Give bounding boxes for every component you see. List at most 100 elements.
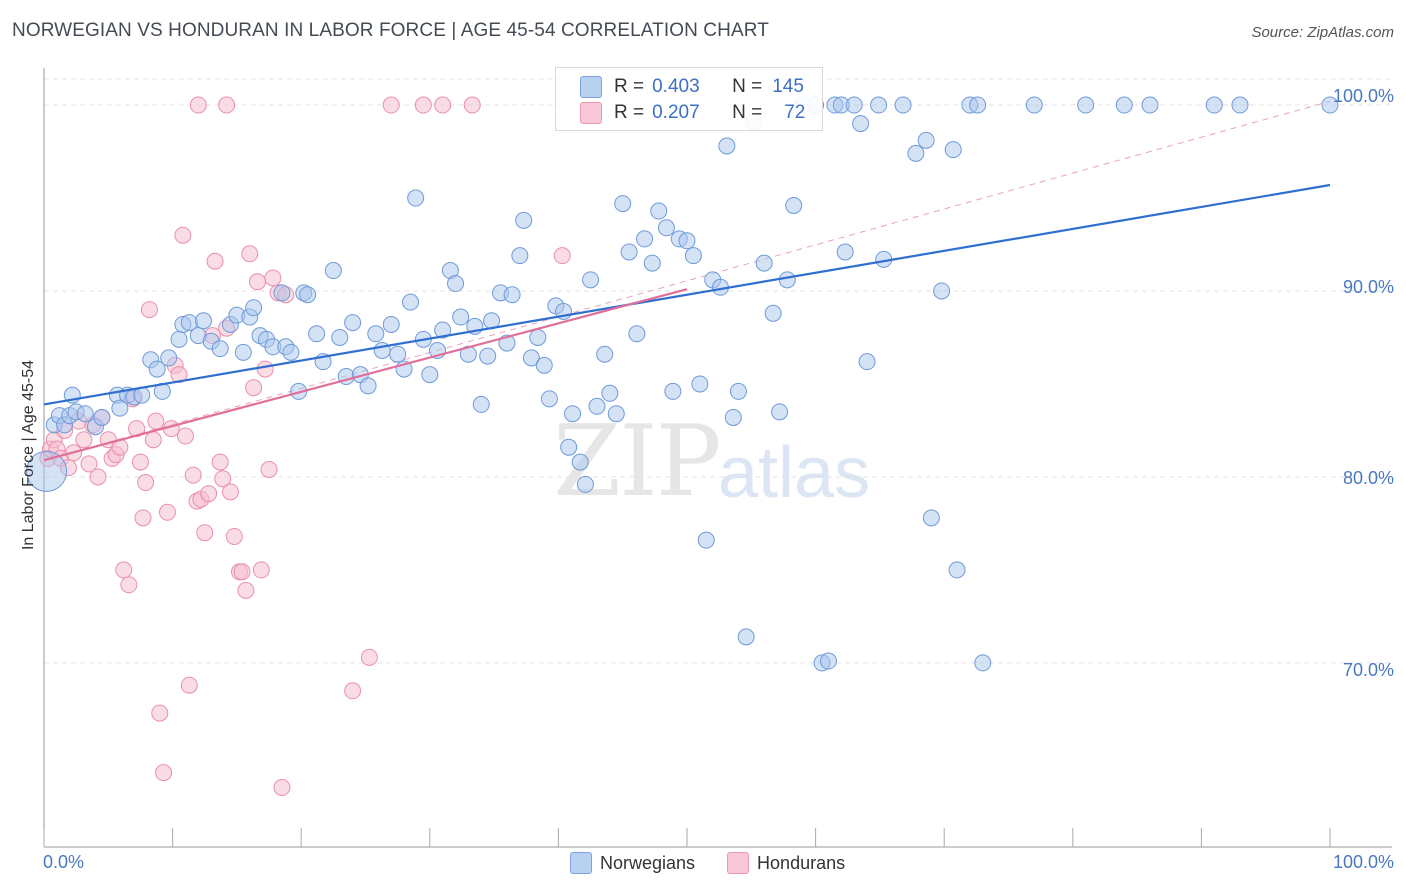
norwegian-point	[331, 328, 349, 346]
legend-row-norwegian: R = 0.403 N = 145	[580, 75, 804, 99]
honduran-point	[248, 273, 266, 291]
honduran-swatch	[727, 852, 750, 874]
axes	[43, 68, 1392, 848]
honduran-point	[241, 245, 259, 263]
norwegian-point	[540, 390, 558, 408]
norwegian-point	[273, 284, 291, 302]
honduran-point	[151, 704, 169, 722]
norwegian-point	[407, 189, 425, 207]
norwegian-point	[111, 399, 129, 417]
norwegian-point	[170, 330, 188, 348]
norwegian-point	[382, 315, 400, 333]
norwegian-point	[657, 219, 675, 237]
norwegian-point	[148, 360, 166, 378]
y-tick-label: 80.0%	[1342, 468, 1394, 488]
norwegian-point	[359, 377, 377, 395]
n-value: 72	[784, 102, 806, 123]
norwegian-point	[76, 405, 94, 423]
honduran-point	[80, 455, 98, 473]
honduran-point	[256, 360, 274, 378]
norwegian-point	[684, 247, 702, 265]
norwegian-points	[26, 96, 1339, 672]
norwegian-point	[402, 293, 420, 311]
norwegian-swatch	[580, 76, 602, 98]
norwegian-point	[678, 232, 696, 250]
norwegian-point	[894, 96, 912, 114]
norwegian-point	[299, 286, 317, 304]
honduran-point	[245, 379, 263, 397]
norwegian-point	[515, 211, 533, 229]
norwegian-point	[845, 96, 863, 114]
honduran-points	[39, 96, 571, 796]
norwegian-point	[917, 131, 935, 149]
norwegian-point	[1321, 96, 1339, 114]
norwegian-point	[729, 382, 747, 400]
norwegian-point	[588, 397, 606, 415]
norwegian-point	[948, 561, 966, 579]
norwegian-point	[308, 325, 326, 343]
honduran-point	[463, 96, 481, 114]
norwegian-point	[560, 438, 578, 456]
norwegian-point	[907, 144, 925, 162]
source-label: Source: ZipAtlas.com	[1251, 24, 1394, 41]
honduran-point	[75, 431, 93, 449]
norwegian-point	[452, 308, 470, 326]
norwegian-point	[529, 328, 547, 346]
norwegian-point	[922, 509, 940, 527]
norwegian-point	[479, 347, 497, 365]
norwegian-point	[737, 628, 755, 646]
legend-item-norwegians[interactable]: Norwegians	[570, 852, 695, 874]
honduran-point	[131, 453, 149, 471]
r-label: R =	[614, 76, 645, 97]
y-tick-label: 70.0%	[1342, 660, 1394, 680]
honduran-point	[184, 466, 202, 484]
norwegian-point	[858, 353, 876, 371]
norwegian-point	[718, 137, 736, 155]
honduran-point	[225, 527, 243, 545]
norwegian-point	[245, 299, 263, 317]
honduran-point	[273, 778, 291, 796]
norwegian-point	[944, 141, 962, 159]
norwegian-point	[664, 382, 682, 400]
n-label: N =	[732, 102, 763, 123]
honduran-point	[434, 96, 452, 114]
norwegian-point	[93, 408, 111, 426]
reference-diagonal	[43, 100, 1331, 461]
x-tick-label-min: 0.0%	[43, 852, 85, 872]
norwegian-point	[614, 195, 632, 213]
norwegian-point	[389, 345, 407, 363]
norwegian-point	[771, 403, 789, 421]
norwegian-point	[724, 408, 742, 426]
norwegian-point	[564, 405, 582, 423]
norwegian-point	[282, 343, 300, 361]
honduran-point	[200, 485, 218, 503]
legend-label: Hondurans	[757, 852, 846, 873]
norwegian-trend-line	[43, 183, 1331, 406]
norwegian-point	[535, 356, 553, 374]
norwegian-point	[421, 366, 439, 384]
honduran-point	[211, 453, 229, 471]
honduran-point	[206, 252, 224, 270]
norwegian-point	[650, 202, 668, 220]
honduran-point	[134, 509, 152, 527]
legend-item-hondurans[interactable]: Hondurans	[727, 852, 845, 874]
norwegian-point	[1025, 96, 1043, 114]
norwegian-swatch	[570, 852, 592, 874]
norwegian-point	[522, 349, 540, 367]
honduran-point	[233, 563, 251, 581]
norwegian-point	[26, 450, 68, 492]
honduran-point	[115, 561, 133, 579]
legend-label: Norwegians	[600, 852, 696, 873]
norwegian-point	[447, 275, 465, 293]
norwegian-point	[367, 325, 385, 343]
honduran-point	[174, 226, 192, 244]
honduran-point	[260, 461, 278, 479]
norwegian-point	[933, 282, 951, 300]
norwegian-point	[819, 652, 837, 670]
honduran-point	[214, 470, 232, 488]
norwegian-point	[852, 115, 870, 133]
norwegian-point	[636, 230, 654, 248]
honduran-point	[155, 764, 173, 782]
honduran-point	[180, 676, 198, 694]
